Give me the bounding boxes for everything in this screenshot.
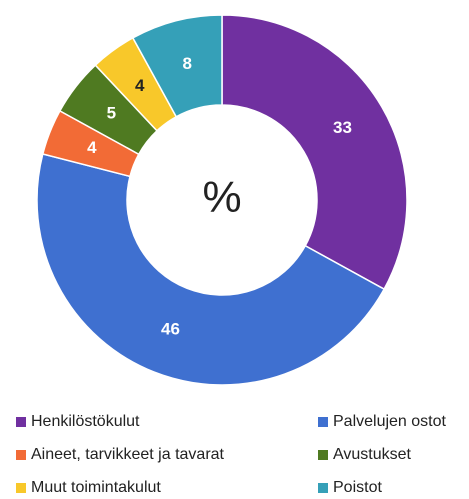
legend-swatch	[16, 450, 26, 460]
legend-label: Aineet, tarvikkeet ja tavarat	[31, 446, 225, 463]
legend-label: Avustukset	[333, 446, 412, 463]
legend-label: Muut toimintakulut	[31, 479, 161, 494]
data-label: 5	[107, 104, 116, 123]
data-label: 4	[87, 138, 97, 157]
legend-swatch	[318, 483, 328, 493]
legend-label: Henkilöstökulut	[31, 413, 140, 430]
legend: Henkilöstökulut Palvelujen ostot Aineet, t…	[16, 413, 447, 496]
legend-swatch	[16, 417, 26, 427]
legend-swatch	[318, 450, 328, 460]
donut-segment	[221, 14, 408, 291]
donut-segment	[131, 14, 223, 118]
legend-label: Palvelujen ostot	[333, 413, 447, 430]
legend-label: Poistot	[333, 479, 382, 494]
center-label: %	[202, 173, 241, 222]
data-label: 8	[182, 54, 191, 73]
legend-swatch	[16, 483, 26, 493]
data-label: 33	[333, 118, 352, 137]
donut-segment	[36, 153, 386, 386]
data-label: 4	[135, 76, 145, 95]
data-label: 46	[161, 320, 180, 339]
legend-swatch	[318, 417, 328, 427]
